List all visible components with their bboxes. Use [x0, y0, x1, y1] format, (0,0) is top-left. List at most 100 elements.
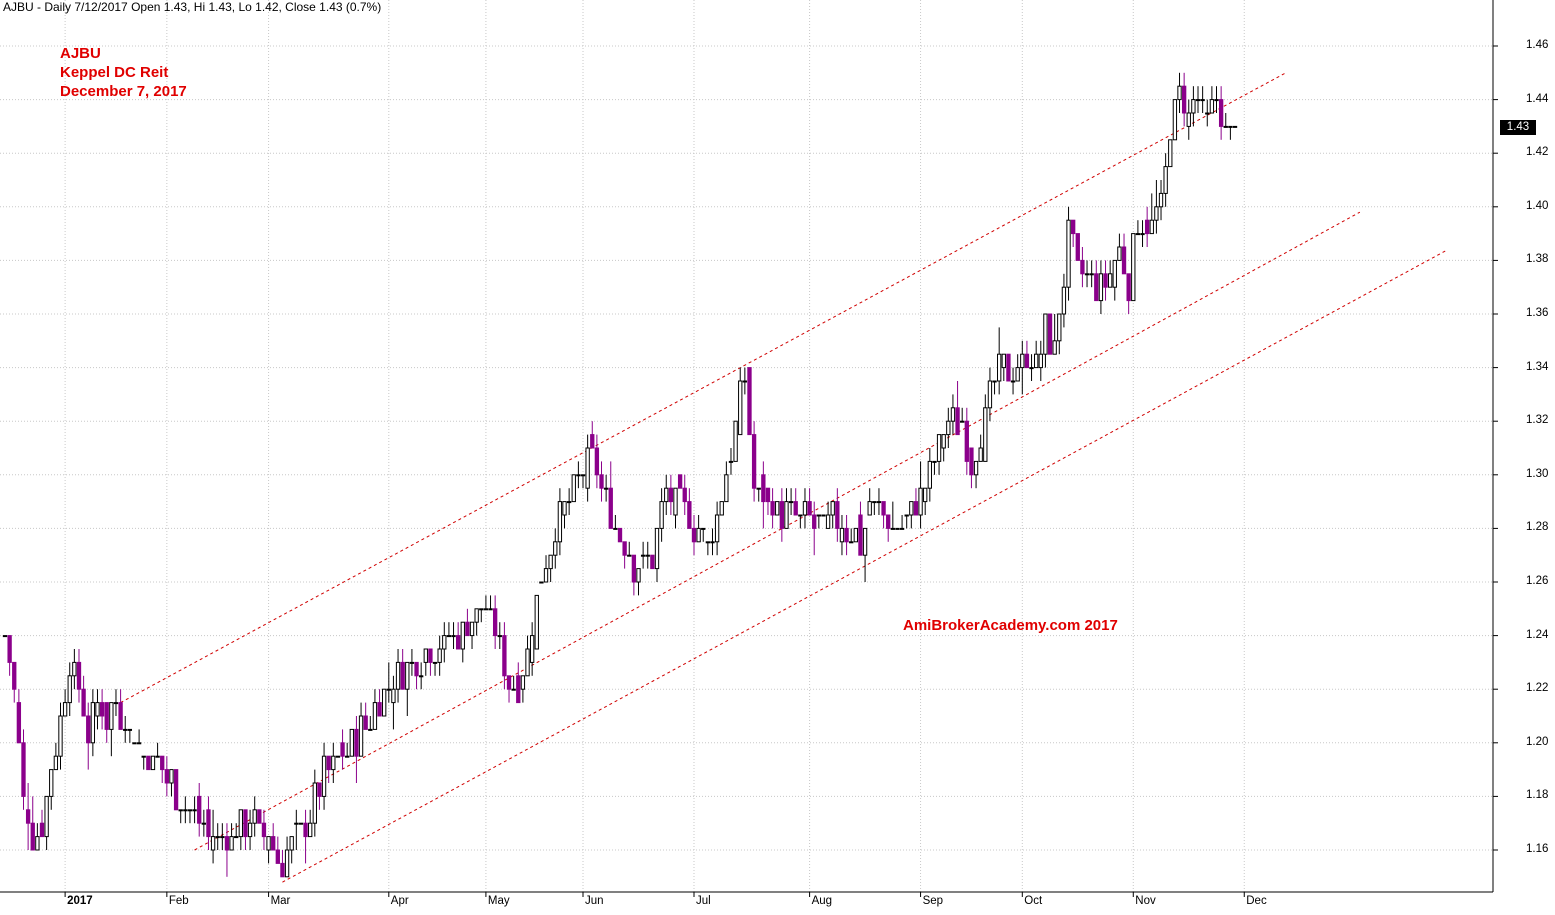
candle-body [1205, 112, 1210, 115]
candle-body [849, 541, 854, 544]
candle-body [682, 487, 687, 503]
candle-body [825, 514, 831, 529]
candle-body [1154, 206, 1159, 221]
candle-body [294, 822, 299, 825]
candle-body [830, 501, 835, 516]
candle-body [761, 474, 766, 503]
candle-body [594, 447, 600, 476]
candle-body [1070, 219, 1076, 235]
candle-body [557, 501, 563, 543]
candle-body [409, 661, 415, 664]
x-tick-label: Mar [270, 895, 291, 907]
y-tick-label: 1.18 [1526, 789, 1549, 802]
candle-body [599, 474, 604, 489]
candle-body [229, 836, 234, 851]
candle-body [395, 661, 401, 690]
candle-body [1232, 125, 1238, 128]
candle-body [664, 487, 669, 503]
candle-body [187, 809, 193, 812]
candle-body [451, 635, 456, 638]
candle-body [1043, 313, 1048, 355]
candle-body [960, 420, 965, 423]
candle-body [1223, 125, 1228, 128]
candle-body [724, 474, 729, 503]
x-tick-label: Nov [1135, 895, 1156, 907]
candle-body [955, 407, 960, 436]
candle-body [321, 755, 327, 797]
candle-body [146, 755, 151, 771]
candle-body [779, 501, 785, 529]
candle-body [784, 501, 789, 529]
x-tick-label: May [487, 895, 510, 907]
candle-body [492, 608, 498, 637]
candle-body [978, 447, 983, 462]
candle-body [335, 755, 341, 758]
candle-body [862, 527, 868, 556]
candle-body [812, 514, 817, 529]
candle-body [155, 755, 160, 758]
candle-body [1089, 273, 1094, 276]
trend-channel-line [194, 211, 1361, 851]
candle-body [400, 661, 405, 690]
y-tick-label: 1.38 [1526, 253, 1549, 266]
candle-body [58, 715, 63, 757]
candle-body [382, 688, 387, 717]
candle-body [835, 501, 840, 529]
candle-body [141, 755, 146, 758]
candle-body [192, 809, 197, 812]
candle-body [1140, 233, 1145, 236]
candle-body [654, 527, 660, 570]
candle-body [839, 527, 845, 543]
candle-body [844, 527, 849, 543]
trend-channel-line [120, 72, 1287, 704]
candle-body [474, 608, 479, 623]
channel-layer [120, 72, 1448, 883]
candle-body [571, 474, 576, 503]
candle-layer [2, 72, 1238, 878]
chart-header: AJBU - Daily 7/12/2017 Open 1.43, Hi 1.4… [3, 0, 382, 14]
candle-body [673, 487, 678, 516]
annotation-date: December 7, 2017 [60, 83, 187, 100]
candle-body [76, 661, 82, 690]
y-tick-label: 1.42 [1526, 146, 1549, 159]
candle-body [238, 809, 243, 838]
candle-body [49, 769, 54, 797]
candle-body [317, 782, 322, 797]
candle-body [349, 728, 354, 757]
candle-body [169, 769, 174, 784]
candle-body [118, 702, 123, 730]
x-tick-label: Feb [168, 895, 189, 907]
candle-body [1195, 99, 1201, 102]
candle-body [886, 514, 891, 529]
candle-body [668, 487, 674, 503]
candle-body [1209, 99, 1215, 114]
candle-body [312, 782, 317, 824]
candle-body [67, 675, 72, 704]
last-price-tag: 1.43 [1500, 120, 1536, 135]
candle-body [728, 460, 734, 463]
candle-body [705, 541, 711, 544]
candle-body [432, 661, 438, 664]
candle-body [35, 836, 40, 851]
candle-body [62, 702, 68, 717]
candle-body [543, 568, 549, 583]
candle-body [973, 460, 979, 476]
candle-body [173, 769, 179, 811]
candle-body [127, 728, 133, 731]
candle-body [261, 822, 267, 838]
candle-body [1181, 85, 1187, 114]
candle-body [39, 822, 45, 838]
candle-body [603, 487, 609, 490]
candle-body [788, 501, 794, 504]
candle-body [539, 581, 544, 584]
candle-body [197, 795, 202, 824]
candle-body [123, 728, 128, 731]
candle-body [983, 407, 988, 462]
candle-body [617, 527, 623, 543]
candle-body [747, 367, 752, 436]
candle-body [220, 836, 225, 839]
candle-body [1168, 139, 1173, 168]
candle-body [340, 742, 345, 757]
candle-body [867, 501, 872, 516]
annotation-name: Keppel DC Reit [60, 64, 169, 81]
